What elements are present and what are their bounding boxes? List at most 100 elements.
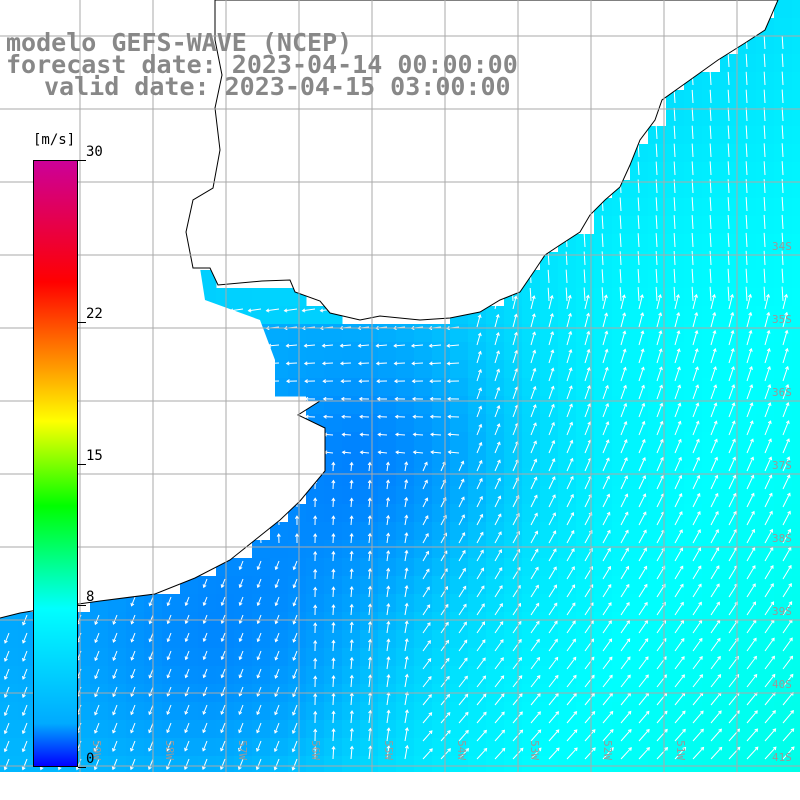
wind-speed-cell	[432, 324, 451, 343]
wind-speed-cell	[0, 648, 19, 667]
wind-speed-cell	[612, 504, 631, 523]
wind-speed-cell	[792, 396, 800, 415]
wind-speed-cell	[360, 432, 379, 451]
wind-speed-cell	[324, 558, 343, 577]
wind-arrow	[322, 379, 334, 384]
wind-speed-cell	[756, 306, 775, 325]
wind-speed-cell	[288, 594, 307, 613]
wind-arrow	[376, 379, 388, 384]
wind-speed-cell	[594, 414, 613, 433]
wind-arrow	[782, 637, 793, 652]
wind-arrow	[331, 692, 336, 706]
wind-arrow	[745, 232, 748, 248]
wind-speed-cell	[486, 450, 505, 469]
wind-arrow	[148, 704, 154, 716]
wind-speed-cell	[234, 648, 253, 667]
wind-arrow	[764, 601, 775, 616]
wind-speed-cell	[270, 342, 289, 361]
wind-speed-cell	[612, 738, 631, 757]
wind-speed-cell	[738, 432, 757, 451]
wind-speed-cell	[360, 360, 379, 379]
wind-arrow	[566, 602, 576, 616]
wind-arrow	[404, 602, 409, 616]
wind-arrow	[782, 510, 791, 526]
wind-arrow	[301, 308, 316, 313]
wind-arrow	[476, 441, 483, 454]
wind-speed-cell	[468, 486, 487, 505]
wind-arrow	[331, 479, 336, 490]
wind-speed-cell	[486, 702, 505, 721]
wind-arrow	[238, 632, 244, 643]
wind-speed-cell	[396, 738, 415, 757]
wind-arrow	[728, 348, 735, 364]
wind-arrow	[294, 533, 299, 544]
wind-arrow	[566, 674, 577, 688]
wind-arrow	[256, 614, 262, 625]
wind-arrow	[367, 497, 372, 508]
wind-arrow	[691, 197, 694, 212]
wind-arrow	[184, 740, 190, 752]
wind-arrow	[494, 639, 504, 652]
wind-arrow	[357, 343, 370, 348]
wind-arrow	[746, 420, 754, 436]
wind-speed-cell	[720, 756, 739, 775]
wind-speed-cell	[702, 450, 721, 469]
wind-speed-cell	[612, 522, 631, 541]
wind-arrow	[637, 269, 640, 284]
wind-arrow	[3, 722, 10, 735]
wind-speed-cell	[252, 558, 271, 577]
wind-speed-cell	[774, 720, 793, 739]
wind-arrow	[494, 675, 505, 688]
wind-speed-cell	[792, 306, 800, 325]
wind-arrow	[530, 656, 541, 670]
wind-arrow	[530, 331, 537, 346]
wind-speed-cell	[342, 486, 361, 505]
wind-arrow	[3, 686, 10, 699]
wind-speed-cell	[792, 576, 800, 595]
wind-arrow	[349, 461, 354, 472]
wind-speed-cell	[378, 360, 397, 379]
wind-speed-cell	[774, 702, 793, 721]
wind-speed-cell	[126, 720, 145, 739]
wind-speed-cell	[234, 576, 253, 595]
wind-arrow	[202, 704, 208, 715]
wind-speed-cell	[108, 702, 127, 721]
wind-speed-cell	[414, 360, 433, 379]
longitude-labels: 59W 58W 57W 56W 55W 54W 53W 52W 51W	[90, 740, 687, 760]
wind-arrow	[386, 532, 391, 544]
wind-speed-cell	[630, 468, 649, 487]
wind-arrow	[619, 251, 622, 266]
wind-arrow	[512, 638, 522, 652]
wind-arrow	[619, 197, 622, 212]
wind-arrow	[238, 560, 244, 571]
wind-arrow	[458, 567, 466, 580]
wind-arrow	[349, 568, 354, 580]
wind-speed-cell	[558, 522, 577, 541]
wind-speed-cell	[252, 630, 271, 649]
wind-speed-cell	[198, 738, 217, 757]
wind-speed-cell	[234, 630, 253, 649]
wind-speed-cell	[324, 414, 343, 433]
wind-speed-cell	[756, 702, 775, 721]
wind-arrow	[458, 549, 466, 562]
wind-arrow	[620, 439, 628, 454]
wind-speed-cell	[648, 504, 667, 523]
colorbar-tick	[78, 605, 86, 607]
wind-arrow	[710, 565, 720, 580]
wind-arrow	[458, 711, 469, 724]
wind-speed-cell	[18, 648, 37, 667]
wind-speed-cell	[594, 342, 613, 361]
wind-arrow	[602, 547, 611, 562]
wind-arrow	[746, 402, 754, 418]
wind-speed-cell	[756, 342, 775, 361]
wind-arrow	[323, 414, 334, 419]
wind-speed-cell	[486, 522, 505, 541]
wind-speed-cell	[756, 522, 775, 541]
wind-arrow	[220, 578, 226, 589]
wind-arrow	[638, 728, 650, 742]
wind-speed-cell	[684, 504, 703, 523]
wind-arrow	[447, 432, 460, 437]
wind-arrow	[331, 728, 336, 742]
wind-arrow	[745, 71, 748, 86]
wind-speed-cell	[576, 432, 595, 451]
